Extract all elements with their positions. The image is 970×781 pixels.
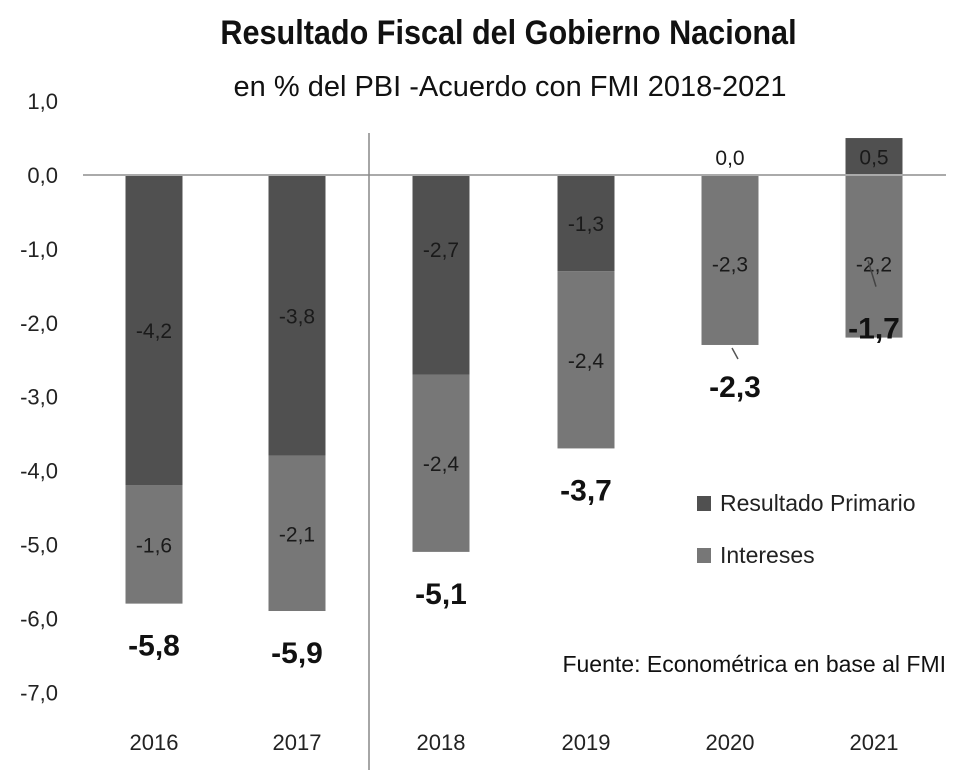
bar-intereses — [125, 485, 183, 604]
bar-resultado-primario — [412, 175, 470, 375]
bar-intereses — [845, 175, 903, 338]
data-label-intereses: -2,1 — [279, 523, 315, 546]
y-tick-label: 0,0 — [27, 163, 58, 188]
bar-group-2019: -1,3 -2,4 -3,7 — [557, 175, 615, 507]
y-tick-label: -1,0 — [20, 237, 58, 262]
total-label: -1,7 — [848, 313, 900, 346]
data-label-resultado-primario: -3,8 — [279, 305, 315, 328]
total-label: -5,1 — [415, 578, 467, 611]
bar-intereses — [268, 455, 326, 612]
total-label: -5,9 — [271, 637, 323, 670]
bar-resultado-primario — [125, 175, 183, 486]
total-label: -5,8 — [128, 630, 180, 663]
bar-group-2017: -3,8 -2,1 -5,9 — [268, 175, 326, 670]
y-tick-label: -7,0 — [20, 680, 58, 705]
bar-group-2020: 0,0 -2,3 -2,3 — [701, 147, 761, 404]
bar-resultado-primario — [268, 175, 326, 456]
y-tick-label: -6,0 — [20, 606, 58, 631]
data-label-intereses: -2,2 — [856, 254, 892, 277]
leader-line — [731, 347, 739, 360]
y-tick-label: -2,0 — [20, 311, 58, 336]
total-label: -2,3 — [709, 371, 761, 404]
y-tick-label: -4,0 — [20, 459, 58, 484]
data-label-intereses: -2,3 — [712, 254, 748, 277]
data-label-resultado-primario: -1,3 — [568, 213, 604, 236]
x-tick-label: 2020 — [706, 730, 755, 755]
x-axis: 2016 2017 2018 2019 2020 2021 — [130, 730, 899, 755]
legend-swatch — [697, 496, 711, 511]
bar-resultado-primario — [845, 138, 903, 175]
bar-group-2016: -4,2 -1,6 -5,8 — [125, 175, 183, 663]
x-tick-label: 2021 — [850, 730, 899, 755]
x-tick-label: 2019 — [562, 730, 611, 755]
x-tick-label: 2018 — [417, 730, 466, 755]
total-label: -3,7 — [560, 474, 612, 507]
bar-group-2018: -2,7 -2,4 -5,1 — [412, 175, 470, 611]
data-label-intereses: -2,4 — [423, 453, 460, 476]
leader-line — [867, 260, 877, 287]
data-label-resultado-primario: 0,5 — [859, 147, 888, 170]
legend: Resultado Primario Intereses — [697, 490, 916, 568]
bar-intereses — [701, 175, 759, 345]
bar-group-2021: 0,5 -2,2 -1,7 — [845, 138, 903, 346]
data-label-resultado-primario: 0,0 — [715, 147, 744, 170]
data-label-intereses: -2,4 — [568, 350, 605, 373]
data-label-intereses: -1,6 — [136, 535, 172, 558]
y-tick-label: -5,0 — [20, 533, 58, 558]
bars: -4,2 -1,6 -5,8 -3,8 -2,1 -5,9 -2,7 -2,4 -5,1 -1,3… — [83, 133, 946, 770]
data-label-resultado-primario: -4,2 — [136, 320, 172, 343]
legend-swatch — [697, 548, 711, 563]
y-tick-label: -3,0 — [20, 385, 58, 410]
data-label-resultado-primario: -2,7 — [423, 239, 459, 262]
legend-label: Resultado Primario — [720, 490, 916, 516]
legend-label: Intereses — [720, 542, 815, 568]
x-tick-label: 2016 — [130, 730, 179, 755]
chart-subtitle: en % del PBI -Acuerdo con FMI 2018-2021 — [234, 71, 787, 103]
chart-title: Resultado Fiscal del Gobierno Nacional — [220, 14, 796, 52]
y-axis: 1,0 0,0 -1,0 -2,0 -3,0 -4,0 -5,0 -6,0 -7,0 — [20, 89, 58, 705]
x-tick-label: 2017 — [273, 730, 322, 755]
source-note: Fuente: Econométrica en base al FMI — [562, 651, 946, 677]
bar-resultado-primario — [557, 175, 615, 272]
bar-intereses — [557, 271, 615, 449]
bar-intereses — [412, 374, 470, 552]
y-tick-label: 1,0 — [27, 89, 58, 114]
